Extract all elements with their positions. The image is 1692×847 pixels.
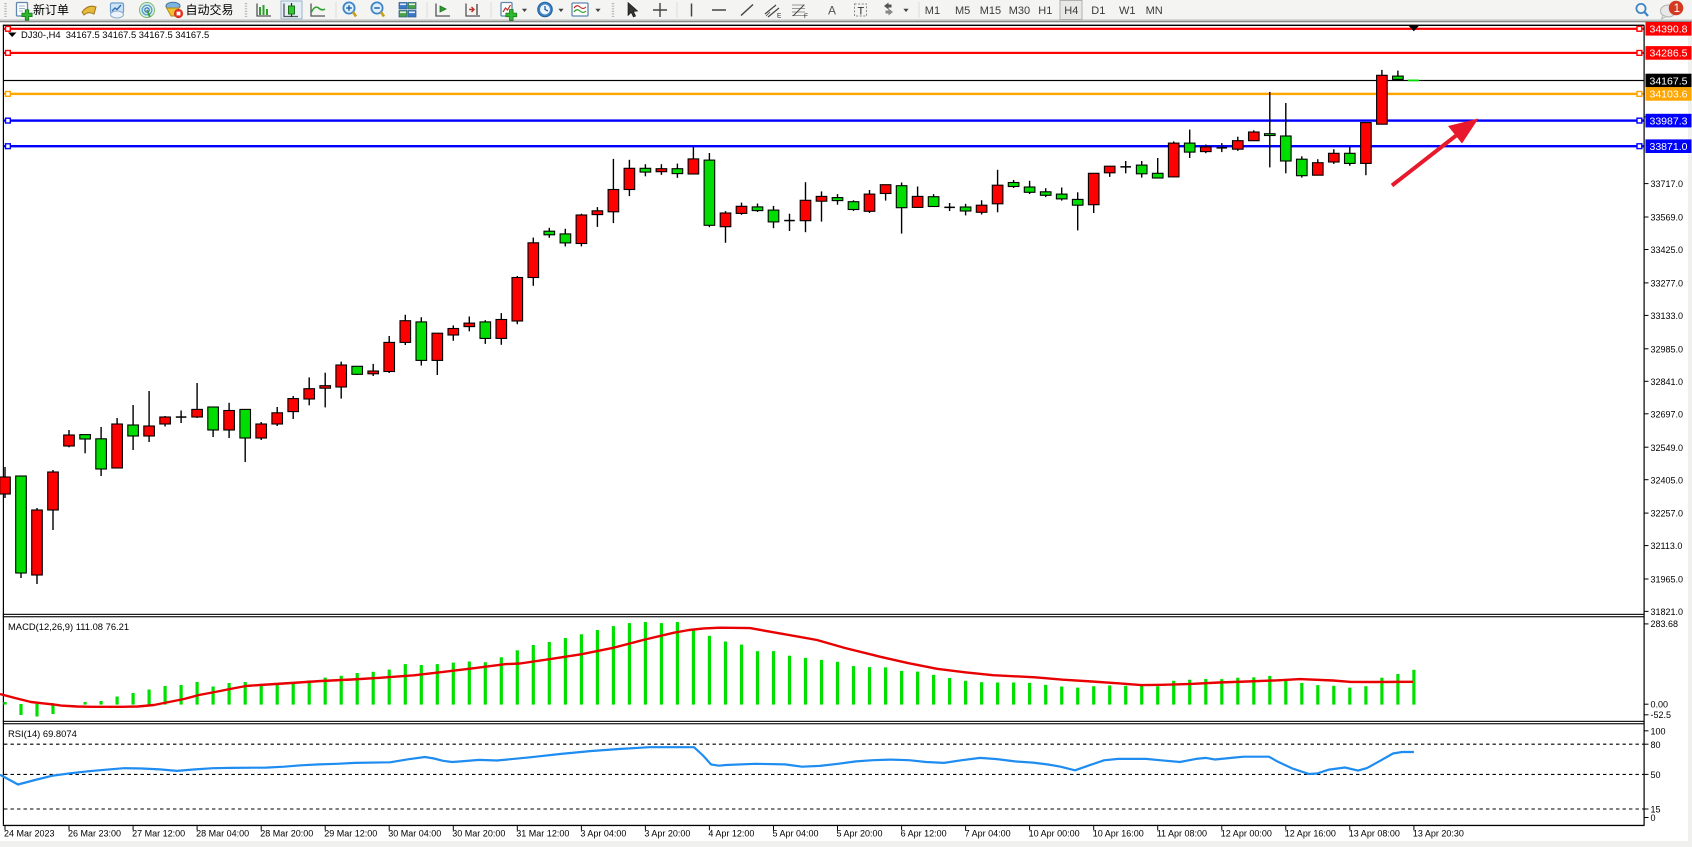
svg-text:M5: M5 xyxy=(955,5,970,17)
svg-text:6 Apr 12:00: 6 Apr 12:00 xyxy=(901,828,947,838)
svg-text:0.00: 0.00 xyxy=(1651,699,1669,709)
svg-text:32985.0: 32985.0 xyxy=(1651,344,1684,354)
svg-text:34390.8: 34390.8 xyxy=(1650,24,1688,36)
svg-text:RSI(14) 69.8074: RSI(14) 69.8074 xyxy=(8,728,77,739)
svg-text:E: E xyxy=(777,13,782,20)
svg-text:12 Apr 00:00: 12 Apr 00:00 xyxy=(1221,828,1272,838)
svg-text:T: T xyxy=(858,6,865,18)
svg-text:33871.0: 33871.0 xyxy=(1650,141,1688,153)
svg-text:MN: MN xyxy=(1146,5,1163,17)
svg-text:新订单: 新订单 xyxy=(33,2,69,17)
svg-text:15: 15 xyxy=(1651,805,1661,815)
svg-text:33569.0: 33569.0 xyxy=(1651,213,1684,223)
svg-text:30 Mar 20:00: 30 Mar 20:00 xyxy=(452,828,505,838)
svg-text:34286.5: 34286.5 xyxy=(1650,48,1688,60)
svg-text:27 Mar 12:00: 27 Mar 12:00 xyxy=(132,828,185,838)
svg-text:5 Apr 20:00: 5 Apr 20:00 xyxy=(837,828,883,838)
svg-text:5 Apr 04:00: 5 Apr 04:00 xyxy=(773,828,819,838)
svg-text:80: 80 xyxy=(1651,740,1661,750)
svg-text:33425.0: 33425.0 xyxy=(1651,245,1684,255)
svg-text:31965.0: 31965.0 xyxy=(1651,575,1684,585)
svg-text:26 Mar 23:00: 26 Mar 23:00 xyxy=(68,828,121,838)
svg-text:33133.0: 33133.0 xyxy=(1651,311,1684,321)
svg-text:自动交易: 自动交易 xyxy=(186,2,234,17)
svg-text:33717.0: 33717.0 xyxy=(1651,179,1684,189)
svg-text:32257.0: 32257.0 xyxy=(1651,509,1684,519)
svg-text:M1: M1 xyxy=(925,5,940,17)
svg-text:32697.0: 32697.0 xyxy=(1651,409,1684,419)
svg-text:4 Apr 12:00: 4 Apr 12:00 xyxy=(708,828,754,838)
svg-text:10 Apr 16:00: 10 Apr 16:00 xyxy=(1093,828,1144,838)
svg-text:283.68: 283.68 xyxy=(1651,619,1679,629)
svg-text:33987.3: 33987.3 xyxy=(1650,115,1688,127)
svg-text:33277.0: 33277.0 xyxy=(1651,279,1684,289)
svg-text:29 Mar 12:00: 29 Mar 12:00 xyxy=(324,828,377,838)
svg-text:11 Apr 08:00: 11 Apr 08:00 xyxy=(1157,828,1207,838)
svg-text:-52.5: -52.5 xyxy=(1651,710,1672,720)
svg-text:34103.6: 34103.6 xyxy=(1650,89,1688,101)
svg-text:30 Mar 04:00: 30 Mar 04:00 xyxy=(388,828,441,838)
svg-text:0: 0 xyxy=(1651,813,1656,823)
svg-text:F: F xyxy=(804,13,808,20)
svg-text:24 Mar 2023: 24 Mar 2023 xyxy=(4,828,55,838)
svg-text:100: 100 xyxy=(1651,726,1666,736)
svg-text:12 Apr 16:00: 12 Apr 16:00 xyxy=(1285,828,1336,838)
svg-text:28 Mar 20:00: 28 Mar 20:00 xyxy=(260,828,313,838)
svg-text:M15: M15 xyxy=(980,5,1001,17)
svg-text:A: A xyxy=(828,4,836,18)
svg-text:50: 50 xyxy=(1651,770,1661,780)
svg-text:DJ30-,H4 34167.5 34167.5 3416: DJ30-,H4 34167.5 34167.5 34167.5 34167.5 xyxy=(21,29,209,40)
svg-text:7 Apr 04:00: 7 Apr 04:00 xyxy=(965,828,1011,838)
svg-text:10 Apr 00:00: 10 Apr 00:00 xyxy=(1029,828,1080,838)
svg-text:32549.0: 32549.0 xyxy=(1651,443,1684,453)
svg-text:3 Apr 20:00: 3 Apr 20:00 xyxy=(644,828,690,838)
svg-text:31 Mar 12:00: 31 Mar 12:00 xyxy=(516,828,569,838)
svg-text:D1: D1 xyxy=(1091,5,1105,17)
svg-text:H1: H1 xyxy=(1038,5,1052,17)
svg-text:13 Apr 20:30: 13 Apr 20:30 xyxy=(1413,828,1464,838)
svg-text:1: 1 xyxy=(1674,3,1680,15)
svg-text:3 Apr 04:00: 3 Apr 04:00 xyxy=(580,828,626,838)
svg-text:W1: W1 xyxy=(1119,5,1136,17)
svg-text:31821.0: 31821.0 xyxy=(1651,607,1684,617)
svg-text:32841.0: 32841.0 xyxy=(1651,377,1684,387)
svg-text:28 Mar 04:00: 28 Mar 04:00 xyxy=(196,828,249,838)
svg-text:M30: M30 xyxy=(1009,5,1030,17)
svg-text:32113.0: 32113.0 xyxy=(1651,541,1683,551)
svg-text:34167.5: 34167.5 xyxy=(1650,75,1688,87)
svg-text:MACD(12,26,9) 111.08 76.21: MACD(12,26,9) 111.08 76.21 xyxy=(8,621,129,632)
svg-text:13 Apr 08:00: 13 Apr 08:00 xyxy=(1349,828,1400,838)
svg-text:32405.0: 32405.0 xyxy=(1651,475,1684,485)
svg-text:H4: H4 xyxy=(1064,5,1078,17)
